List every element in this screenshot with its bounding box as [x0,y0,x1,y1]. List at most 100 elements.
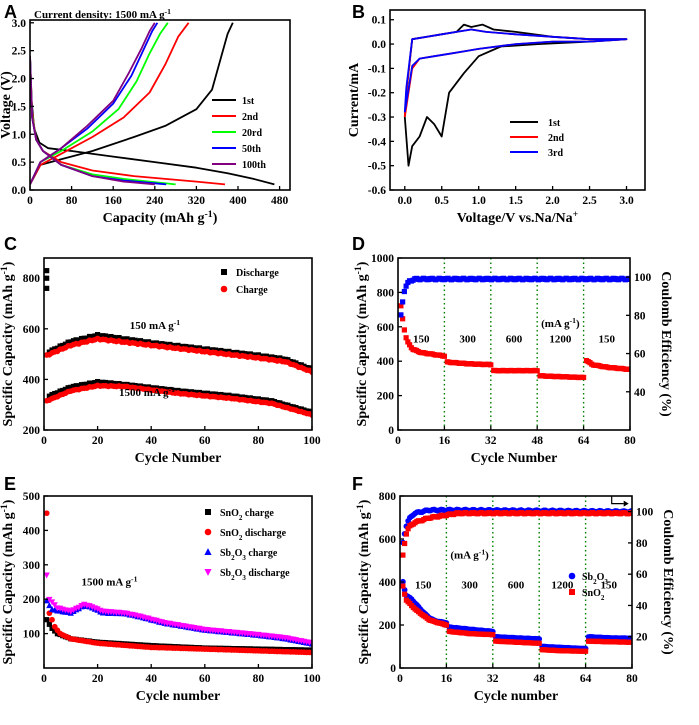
data-point [581,374,587,381]
data-point [103,333,109,339]
series-sno2 [400,509,632,654]
x-tick-label: 0 [41,435,47,447]
data-point [398,312,404,318]
series-line [30,22,234,185]
y-tick-label: 0.0 [12,185,27,197]
data-point [65,339,71,345]
x-tick-label: 100 [303,673,321,685]
series-line [30,22,156,185]
data-point [111,334,117,341]
ce-point [405,526,411,532]
x-tick-label: 0 [397,673,403,685]
x-tick-label: 80 [253,435,265,447]
x-tick-label: 80 [624,435,636,447]
plot-area [44,268,312,418]
x-tick-label: 2.5 [582,195,597,207]
data-point [629,639,632,645]
panel-letter: E [4,474,16,494]
data-point [95,332,101,338]
data-point [44,268,50,274]
y-axis-title: Current/mA [347,62,362,137]
y-tick-label: 0.5 [12,157,27,169]
x-tick-label: 48 [533,673,545,685]
plot-area [30,22,275,186]
y-tick-label: 800 [23,273,41,285]
y-tick-label: 800 [377,287,395,299]
data-point [76,383,82,389]
x-tick-label: 240 [146,195,164,207]
x-tick-label: 60 [199,673,211,685]
data-point [400,583,406,589]
y-tick-label: 0 [390,663,396,675]
data-point [70,383,77,390]
axis-arrow [611,495,624,505]
rate-unit: (mA g-1) [450,547,489,562]
x-tick-label: 40 [145,673,157,685]
panel-d: D0 16 32 48 64 8002004006008001000406080100Cy… [352,234,673,466]
data-point [108,333,114,340]
rate-label: 600 [506,333,523,345]
y-tick-label: 1000 [371,253,394,265]
legend-marker [220,285,228,293]
series-line [30,56,176,186]
data-point [89,334,95,340]
y-tick-label: 200 [379,620,397,632]
series-line [30,22,190,185]
data-point [132,337,138,343]
series-2nd [30,22,226,186]
rate-label: 150 [413,333,430,345]
legend-marker [569,589,575,595]
y-tick-label: 0.1 [372,15,387,27]
data-point [49,391,55,398]
data-point [398,303,404,309]
annotation-rate: 1500 mA g-1 [82,574,138,589]
legend-label: 2nd [242,112,259,123]
y-tick-label: -0.2 [368,88,386,100]
x-tick-label: 48 [531,435,543,447]
plot-frame [43,495,313,669]
legend-label: 100th [242,160,266,171]
data-point [121,336,127,342]
x-tick-label: 2.0 [545,195,560,207]
x-tick-label: 20 [92,673,104,685]
panel-letter: F [352,474,363,494]
y-tick-label: 200 [377,391,395,403]
y-tick-label: 1.5 [12,101,27,113]
plot-frame [389,9,646,191]
x-tick-label: 20 [92,435,104,447]
data-point [60,342,66,349]
data-point [124,336,130,342]
data-point [113,335,119,341]
rate-label: 1200 [551,579,574,591]
x-tick-label: 160 [105,195,123,207]
legend: Sb2O3 SnO2 [568,572,608,602]
data-point [54,345,60,351]
legend-marker [204,528,212,536]
y-tick-label: 0 [388,425,394,437]
y-tick-label: 0.0 [372,39,387,51]
plot-area [398,275,630,381]
annotation-rate: 150 mA g-1 [130,317,181,332]
legend-marker [204,548,212,555]
y-tick-label: -0.5 [368,161,386,173]
legend: Discharge Charge [220,268,279,296]
data-point [46,393,52,399]
data-point [57,388,63,394]
y-tick-label: 200 [23,425,41,437]
legend-label: SnO2 charge [220,508,274,522]
panel-b: B 0.0 0.5 1.0 1.5 2.0 2.5 3.0 -0.6 -0.5 -0.4 -0.3 -0… [347,2,646,226]
data-point [70,338,77,344]
data-point [400,299,406,305]
panel-letter: D [352,234,365,254]
series-line [30,56,167,186]
data-point [92,379,98,386]
panel-e: E 0 20 40 60 80 100 100 200 300 400 500 Cycle number… [0,474,321,704]
y2-tick-label: 40 [634,387,646,399]
data-point [403,335,409,341]
data-point [49,625,55,631]
x-tick-label: 80 [66,195,78,207]
data-point [68,339,74,345]
y-tick-label: -0.4 [368,136,386,148]
data-point [400,316,406,322]
legend-label: Charge [236,285,268,296]
